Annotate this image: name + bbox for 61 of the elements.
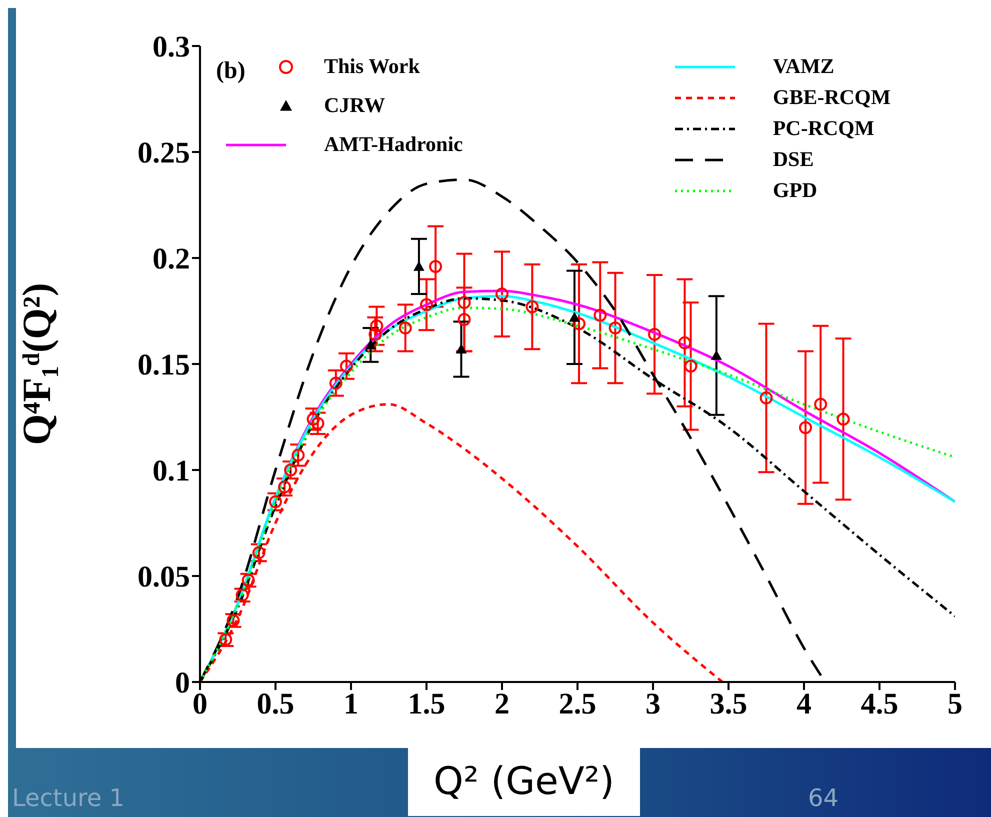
point xyxy=(458,312,471,326)
annotation: (b) xyxy=(216,58,246,85)
x-axis-title: Q² (GeV²) xyxy=(408,746,640,816)
legend-label: CJRW xyxy=(324,93,386,118)
point xyxy=(370,319,384,332)
point xyxy=(456,344,467,354)
point xyxy=(340,360,353,373)
point xyxy=(365,339,376,350)
point xyxy=(292,448,305,462)
x-tick-label: 5 xyxy=(948,687,962,720)
x-tick-label: 4 xyxy=(796,687,812,720)
point xyxy=(311,416,324,430)
legend-label: GPD xyxy=(772,178,818,203)
point xyxy=(678,336,692,350)
point xyxy=(429,260,442,273)
point xyxy=(684,360,698,373)
point xyxy=(799,421,812,434)
point xyxy=(648,328,662,341)
y-tick-label: 0.2 xyxy=(152,242,190,276)
point xyxy=(608,321,622,334)
point xyxy=(836,412,850,426)
x-tick-label: 1 xyxy=(344,687,358,720)
legend-label: AMT-Hadronic xyxy=(324,132,463,157)
point xyxy=(458,296,471,310)
point xyxy=(568,312,580,322)
text: Lecture 1 xyxy=(12,784,125,812)
y-tick-label: 0.25 xyxy=(138,136,190,170)
legend-label: VAMZ xyxy=(772,54,834,79)
point xyxy=(594,308,607,322)
point xyxy=(398,321,412,334)
y-tick-label: 0.1 xyxy=(152,454,190,488)
point xyxy=(496,288,508,301)
y-tick-label: 0 xyxy=(175,666,190,700)
point xyxy=(252,546,266,560)
point xyxy=(420,298,433,312)
point xyxy=(710,350,722,360)
x-tick-label: 2.5 xyxy=(558,687,596,720)
legend-label: This Work xyxy=(324,54,420,79)
x-tick-label: 3.5 xyxy=(710,687,748,720)
x-tick-label: 1.5 xyxy=(408,687,446,720)
x-tick-label: 2 xyxy=(494,687,510,720)
x-tick-label: 3 xyxy=(646,687,660,720)
point xyxy=(413,260,424,271)
line-series xyxy=(200,403,724,682)
point xyxy=(329,376,342,390)
y-tick-label: 0.05 xyxy=(138,560,190,594)
y-tick-label: 0.15 xyxy=(138,348,190,382)
legend-label: DSE xyxy=(772,147,814,172)
y-axis-title: Q⁴F₁ᵈ(Q²) xyxy=(14,282,60,446)
y-tick-label: 0.3 xyxy=(152,30,190,64)
x-tick-label: 4.5 xyxy=(860,687,898,720)
point xyxy=(306,412,320,426)
legend-label: GBE-RCQM xyxy=(772,85,891,110)
x-tick-label: 0.5 xyxy=(256,687,294,720)
point xyxy=(368,328,382,341)
point xyxy=(572,317,586,330)
text: 64 xyxy=(808,784,839,812)
point xyxy=(526,300,539,314)
point xyxy=(814,398,828,411)
legend-label: PC-RCQM xyxy=(772,116,874,141)
point xyxy=(760,391,773,404)
